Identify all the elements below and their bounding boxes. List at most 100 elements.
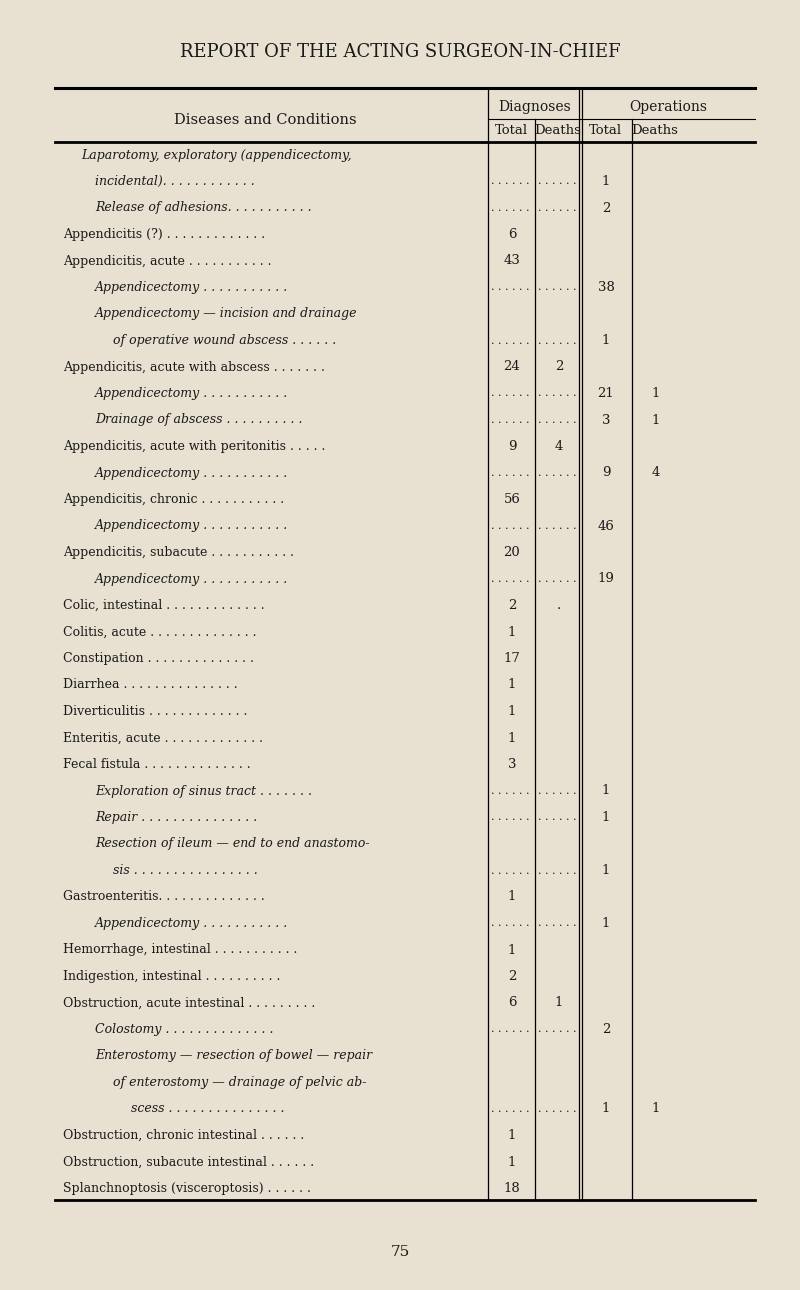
Text: Repair . . . . . . . . . . . . . . .: Repair . . . . . . . . . . . . . . . [95,811,258,824]
Text: . . . . . .: . . . . . . [491,468,530,479]
Text: 1: 1 [652,387,660,400]
Text: Colitis, acute . . . . . . . . . . . . . .: Colitis, acute . . . . . . . . . . . . .… [63,626,257,639]
Text: Resection of ileum — end to end anastomo-: Resection of ileum — end to end anastomo… [95,837,370,850]
Text: 1: 1 [652,414,660,427]
Text: 1: 1 [602,1103,610,1116]
Text: Colic, intestinal . . . . . . . . . . . . .: Colic, intestinal . . . . . . . . . . . … [63,599,265,611]
Text: . . . . . .: . . . . . . [538,574,577,584]
Text: 9: 9 [508,440,516,453]
Text: . . . . . .: . . . . . . [491,813,530,823]
Text: 24: 24 [504,360,520,374]
Text: . . . . . .: . . . . . . [491,283,530,293]
Text: 1: 1 [508,1156,516,1169]
Text: Laparotomy, exploratory (appendicectomy,: Laparotomy, exploratory (appendicectomy, [81,148,352,161]
Text: Diarrhea . . . . . . . . . . . . . . .: Diarrhea . . . . . . . . . . . . . . . [63,679,238,691]
Text: 1: 1 [508,943,516,956]
Text: Diverticulitis . . . . . . . . . . . . .: Diverticulitis . . . . . . . . . . . . . [63,706,247,719]
Text: Obstruction, subacute intestinal . . . . . .: Obstruction, subacute intestinal . . . .… [63,1156,314,1169]
Text: 3: 3 [508,759,516,771]
Text: Diagnoses: Diagnoses [498,101,571,114]
Text: 2: 2 [555,360,563,374]
Text: 1: 1 [508,679,516,691]
Text: . . . . . .: . . . . . . [538,335,577,346]
Text: . . . . . .: . . . . . . [491,335,530,346]
Text: 1: 1 [652,1103,660,1116]
Text: Obstruction, chronic intestinal . . . . . .: Obstruction, chronic intestinal . . . . … [63,1129,304,1142]
Text: . . . . . .: . . . . . . [538,918,577,929]
Text: 21: 21 [598,387,614,400]
Text: Gastroenteritis. . . . . . . . . . . . . .: Gastroenteritis. . . . . . . . . . . . .… [63,890,265,903]
Text: . . . . . .: . . . . . . [538,1104,577,1115]
Text: Appendicitis, acute . . . . . . . . . . .: Appendicitis, acute . . . . . . . . . . … [63,254,271,267]
Text: Fecal fistula . . . . . . . . . . . . . .: Fecal fistula . . . . . . . . . . . . . … [63,759,250,771]
Text: 1: 1 [508,890,516,903]
Text: sis . . . . . . . . . . . . . . . .: sis . . . . . . . . . . . . . . . . [113,864,258,877]
Text: . . . . . .: . . . . . . [491,574,530,584]
Text: of enterostomy — drainage of pelvic ab-: of enterostomy — drainage of pelvic ab- [113,1076,366,1089]
Text: . . . . . .: . . . . . . [491,415,530,424]
Text: . . . . . .: . . . . . . [538,388,577,399]
Text: Exploration of sinus tract . . . . . . .: Exploration of sinus tract . . . . . . . [95,784,312,797]
Text: Appendicitis, chronic . . . . . . . . . . .: Appendicitis, chronic . . . . . . . . . … [63,493,284,506]
Text: . . . . . .: . . . . . . [491,521,530,531]
Text: 9: 9 [602,467,610,480]
Text: 19: 19 [598,573,614,586]
Text: Appendicectomy . . . . . . . . . . .: Appendicectomy . . . . . . . . . . . [95,520,288,533]
Text: Deaths: Deaths [534,125,582,138]
Text: . . . . . .: . . . . . . [491,786,530,796]
Text: Appendicectomy . . . . . . . . . . .: Appendicectomy . . . . . . . . . . . [95,281,288,294]
Text: Appendicectomy — incision and drainage: Appendicectomy — incision and drainage [95,307,358,320]
Text: 20: 20 [504,546,520,559]
Text: 1: 1 [602,175,610,188]
Text: . . . . . .: . . . . . . [538,813,577,823]
Text: Appendicitis, subacute . . . . . . . . . . .: Appendicitis, subacute . . . . . . . . .… [63,546,294,559]
Text: 1: 1 [508,706,516,719]
Text: Appendicectomy . . . . . . . . . . .: Appendicectomy . . . . . . . . . . . [95,573,288,586]
Text: 1: 1 [555,996,563,1010]
Text: Appendicectomy . . . . . . . . . . .: Appendicectomy . . . . . . . . . . . [95,387,288,400]
Text: 46: 46 [598,520,614,533]
Text: Appendicitis (?) . . . . . . . . . . . . .: Appendicitis (?) . . . . . . . . . . . .… [63,228,265,241]
Text: 6: 6 [508,996,516,1010]
Text: 1: 1 [602,334,610,347]
Text: Deaths: Deaths [631,125,678,138]
Text: Diseases and Conditions: Diseases and Conditions [174,114,356,126]
Text: 1: 1 [602,864,610,877]
Text: Appendicectomy . . . . . . . . . . .: Appendicectomy . . . . . . . . . . . [95,917,288,930]
Text: Indigestion, intestinal . . . . . . . . . .: Indigestion, intestinal . . . . . . . . … [63,970,280,983]
Text: 4: 4 [555,440,563,453]
Text: Appendicitis, acute with abscess . . . . . . .: Appendicitis, acute with abscess . . . .… [63,360,325,374]
Text: REPORT OF THE ACTING SURGEON-IN-CHIEF: REPORT OF THE ACTING SURGEON-IN-CHIEF [180,43,620,61]
Text: 3: 3 [602,414,610,427]
Text: . . . . . .: . . . . . . [491,388,530,399]
Text: incidental). . . . . . . . . . . .: incidental). . . . . . . . . . . . [95,175,254,188]
Text: 1: 1 [508,1129,516,1142]
Text: Enterostomy — resection of bowel — repair: Enterostomy — resection of bowel — repai… [95,1050,372,1063]
Text: . . . . . .: . . . . . . [538,866,577,876]
Text: 56: 56 [503,493,521,506]
Text: 1: 1 [508,626,516,639]
Text: Constipation . . . . . . . . . . . . . .: Constipation . . . . . . . . . . . . . . [63,651,254,666]
Text: 1: 1 [602,811,610,824]
Text: . . . . . .: . . . . . . [491,203,530,213]
Text: 1: 1 [508,731,516,744]
Text: . . . . . .: . . . . . . [491,177,530,187]
Text: . . . . . .: . . . . . . [538,468,577,479]
Text: . . . . . .: . . . . . . [538,283,577,293]
Text: . . . . . .: . . . . . . [491,866,530,876]
Text: . . . . . .: . . . . . . [538,203,577,213]
Text: 18: 18 [504,1182,520,1195]
Text: . . . . . .: . . . . . . [491,1024,530,1035]
Text: Drainage of abscess . . . . . . . . . .: Drainage of abscess . . . . . . . . . . [95,414,302,427]
Text: Release of adhesions. . . . . . . . . . .: Release of adhesions. . . . . . . . . . … [95,201,312,214]
Text: Total: Total [589,125,622,138]
Text: 17: 17 [503,651,521,666]
Text: 4: 4 [652,467,660,480]
Text: . . . . . .: . . . . . . [491,1104,530,1115]
Text: . . . . . .: . . . . . . [538,786,577,796]
Text: scess . . . . . . . . . . . . . . .: scess . . . . . . . . . . . . . . . [131,1103,285,1116]
Text: 6: 6 [508,228,516,241]
Text: 2: 2 [602,1023,610,1036]
Text: 2: 2 [508,599,516,611]
Text: Hemorrhage, intestinal . . . . . . . . . . .: Hemorrhage, intestinal . . . . . . . . .… [63,943,298,956]
